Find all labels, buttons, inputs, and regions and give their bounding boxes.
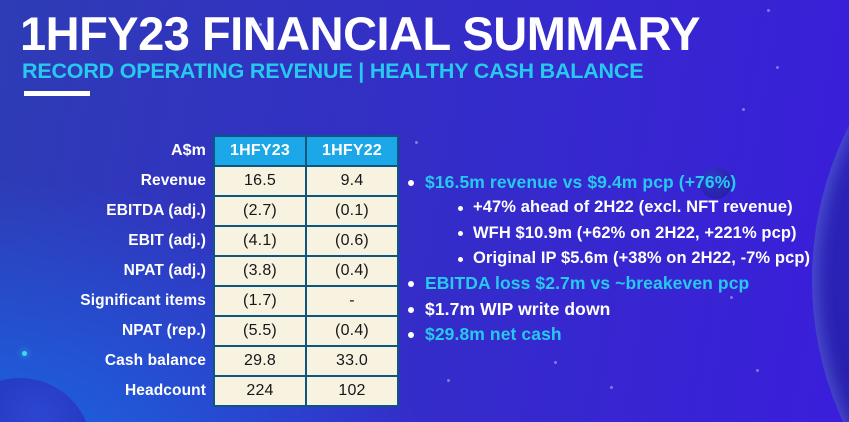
title-underline (24, 91, 90, 96)
column-header: 1HFY22 (307, 137, 397, 165)
star-dot (554, 361, 557, 364)
star-dot (447, 379, 450, 382)
value-cell: 102 (307, 377, 397, 405)
financials-table: 1HFY23 1HFY22 16.5 9.4 (2.7) (0.1) (4.1) (0.6)(… (213, 135, 399, 407)
value-cell: - (307, 287, 397, 315)
row-label: EBIT (adj.) (128, 232, 206, 249)
star-dot (767, 9, 770, 12)
bullet-dot (458, 205, 463, 211)
row-label: Revenue (140, 172, 206, 189)
highlight-item: +47% ahead of 2H22 (excl. NFT revenue) (402, 195, 849, 220)
highlight-item: EBITDA loss $2.7m vs ~breakeven pcp (402, 271, 849, 296)
unit-label: A$m (171, 142, 206, 159)
bullet-dot (458, 231, 463, 237)
star-dot (730, 296, 733, 299)
highlights-list: $16.5m revenue vs $9.4m pcp (+76%) +47% a… (402, 170, 849, 347)
highlight-item: WFH $10.9m (+62% on 2H22, +221% pcp) (402, 221, 849, 246)
bullet-dot (408, 180, 414, 187)
table-row-labels: A$m Revenue EBITDA (adj.) EBIT (adj.) NPAT (… (40, 135, 206, 407)
value-cell: 33.0 (307, 347, 397, 375)
star-dot (756, 369, 759, 372)
highlight-text: WFH $10.9m (+62% on 2H22, +221% pcp) (473, 223, 797, 242)
row-label: Headcount (125, 382, 206, 399)
highlight-text: $1.7m WIP write down (425, 298, 611, 319)
highlight-item: Original IP $5.6m (+38% on 2H22, -7% pcp… (402, 246, 849, 271)
value-cell: (0.4) (307, 257, 397, 285)
value-cell: 9.4 (307, 167, 397, 195)
highlight-item: $16.5m revenue vs $9.4m pcp (+76%) (402, 170, 849, 195)
sphere-decoration-small (700, 167, 732, 199)
highlight-item: $29.8m net cash (402, 322, 849, 347)
row-label: NPAT (rep.) (121, 322, 206, 339)
row-label: Cash balance (104, 352, 206, 369)
star-dot (415, 141, 418, 144)
value-cell: (1.7) (215, 287, 305, 315)
star-dot (742, 108, 745, 111)
row-label: NPAT (adj.) (123, 262, 206, 279)
highlight-text: +47% ahead of 2H22 (excl. NFT revenue) (473, 198, 793, 217)
row-label: EBITDA (adj.) (106, 202, 206, 219)
column-header: 1HFY23 (215, 137, 305, 165)
value-cell: 224 (215, 377, 305, 405)
highlight-text: Original IP $5.6m (+38% on 2H22, -7% pcp… (473, 249, 811, 268)
star-dot (790, 253, 793, 256)
highlight-item: $1.7m WIP write down (402, 296, 849, 321)
value-cell: (2.7) (215, 197, 305, 225)
bullet-dot (408, 306, 414, 313)
bullet-dot (408, 331, 414, 338)
highlight-text: $29.8m net cash (425, 323, 562, 344)
value-cell: (0.4) (307, 317, 397, 345)
highlight-text: $16.5m revenue vs $9.4m pcp (+76%) (425, 172, 737, 193)
value-cell: 16.5 (215, 167, 305, 195)
page-title: 1HFY23 FINANCIAL SUMMARY (20, 7, 701, 60)
highlight-text: EBITDA loss $2.7m vs ~breakeven pcp (425, 273, 750, 294)
value-cell: (0.6) (307, 227, 397, 255)
value-cell: (5.5) (215, 317, 305, 345)
value-cell: (4.1) (215, 227, 305, 255)
slide-subtitle: RECORD OPERATING REVENUE | HEALTHY CASH … (22, 59, 644, 83)
star-dot (259, 23, 262, 26)
value-cell: 29.8 (215, 347, 305, 375)
star-dot (22, 351, 27, 356)
star-dot (610, 386, 613, 389)
value-cell: (3.8) (215, 257, 305, 285)
value-cell: (0.1) (307, 197, 397, 225)
bullet-dot (408, 281, 414, 288)
bullet-dot (458, 256, 463, 262)
row-label: Significant items (80, 292, 206, 309)
star-dot (776, 66, 779, 69)
